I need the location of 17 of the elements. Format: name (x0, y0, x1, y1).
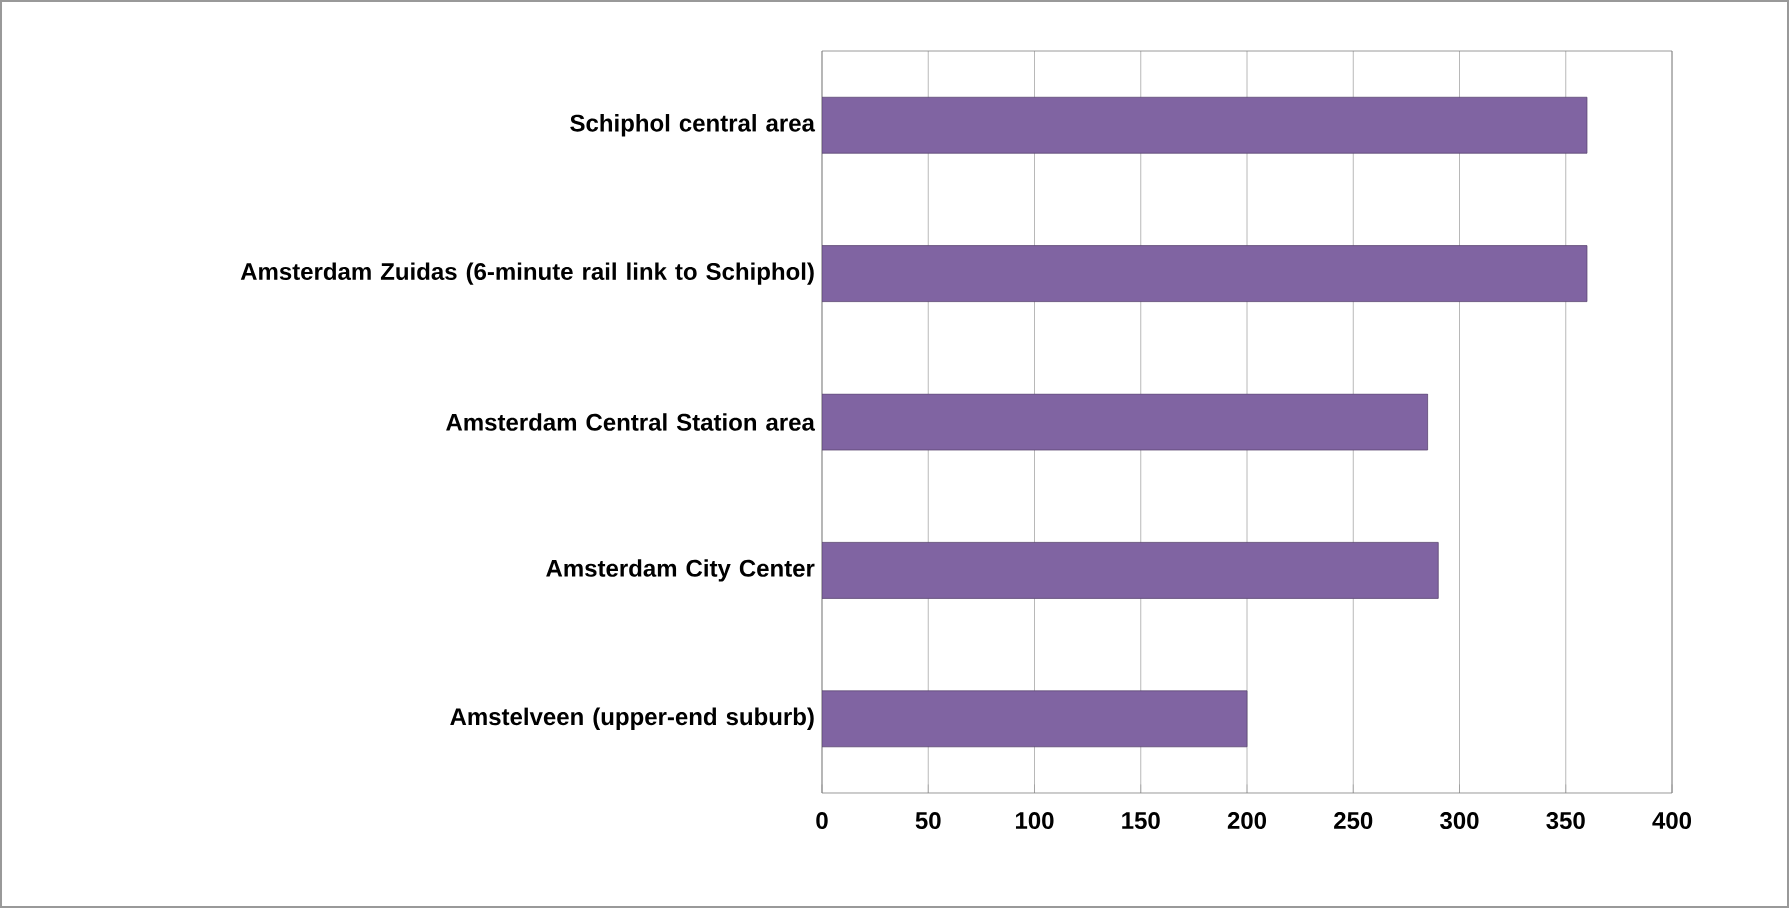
x-tick-label: 50 (915, 812, 941, 830)
x-tick-label: 200 (1227, 812, 1267, 830)
x-tick-label: 400 (1652, 812, 1692, 830)
y-tick-label: Amsterdam Zuidas (6-minute rail link to Schiphol) (240, 262, 814, 285)
x-tick-label: 250 (1334, 812, 1373, 830)
x-tick-label: 350 (1546, 812, 1585, 830)
y-tick-label: Amsterdam City Center (546, 559, 815, 582)
bar (822, 96, 1588, 154)
bar (822, 393, 1429, 451)
bar (822, 245, 1588, 302)
y-tick-label: Schiphol central area (570, 114, 816, 137)
y-tick-label: Amstelveen (upper-end suburb) (450, 707, 814, 730)
y-tick-label: Amsterdam Central Station area (446, 413, 816, 431)
x-tick-label: 100 (1015, 812, 1054, 830)
x-tick-label: 300 (1440, 812, 1479, 830)
x-tick-label: 0 (816, 812, 828, 830)
x-tick-label: 150 (1122, 812, 1160, 830)
